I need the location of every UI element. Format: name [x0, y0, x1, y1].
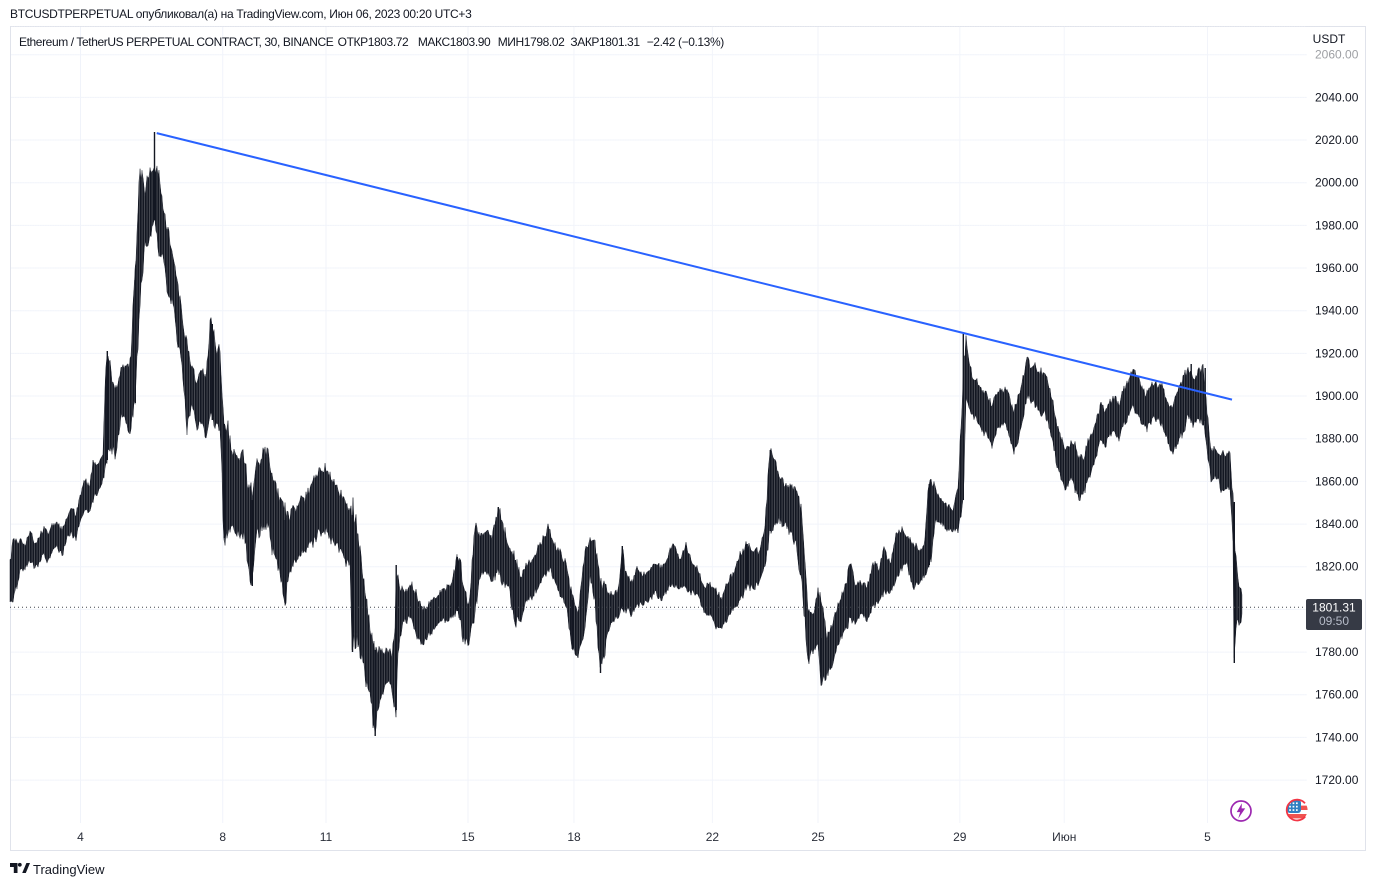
svg-text:1940.00: 1940.00 [1315, 304, 1359, 318]
svg-text:18: 18 [567, 830, 581, 844]
svg-text:2020.00: 2020.00 [1315, 133, 1359, 147]
svg-text:1740.00: 1740.00 [1315, 730, 1359, 744]
svg-text:2060.00: 2060.00 [1315, 48, 1359, 62]
svg-text:2040.00: 2040.00 [1315, 90, 1359, 104]
svg-text:1840.00: 1840.00 [1315, 517, 1359, 531]
svg-text:25: 25 [811, 830, 825, 844]
svg-text:1780.00: 1780.00 [1315, 645, 1359, 659]
svg-text:1720.00: 1720.00 [1315, 773, 1359, 787]
svg-text:09:50: 09:50 [1319, 614, 1349, 628]
svg-text:2000.00: 2000.00 [1315, 176, 1359, 190]
svg-text:11: 11 [320, 830, 333, 844]
svg-text:22: 22 [706, 830, 720, 844]
svg-text:Июн: Июн [1052, 830, 1076, 844]
svg-text:1920.00: 1920.00 [1315, 346, 1359, 360]
svg-text:1860.00: 1860.00 [1315, 474, 1359, 488]
svg-text:8: 8 [219, 830, 226, 844]
svg-text:1820.00: 1820.00 [1315, 560, 1359, 574]
svg-text:USDT: USDT [1313, 32, 1346, 46]
svg-text:1760.00: 1760.00 [1315, 688, 1359, 702]
svg-text:4: 4 [77, 830, 84, 844]
svg-text:5: 5 [1204, 830, 1211, 844]
svg-text:1960.00: 1960.00 [1315, 261, 1359, 275]
svg-text:1880.00: 1880.00 [1315, 432, 1359, 446]
svg-text:15: 15 [461, 830, 475, 844]
svg-text:29: 29 [953, 830, 967, 844]
svg-text:1900.00: 1900.00 [1315, 389, 1359, 403]
svg-text:1801.31: 1801.31 [1312, 601, 1356, 615]
svg-text:1980.00: 1980.00 [1315, 218, 1359, 232]
